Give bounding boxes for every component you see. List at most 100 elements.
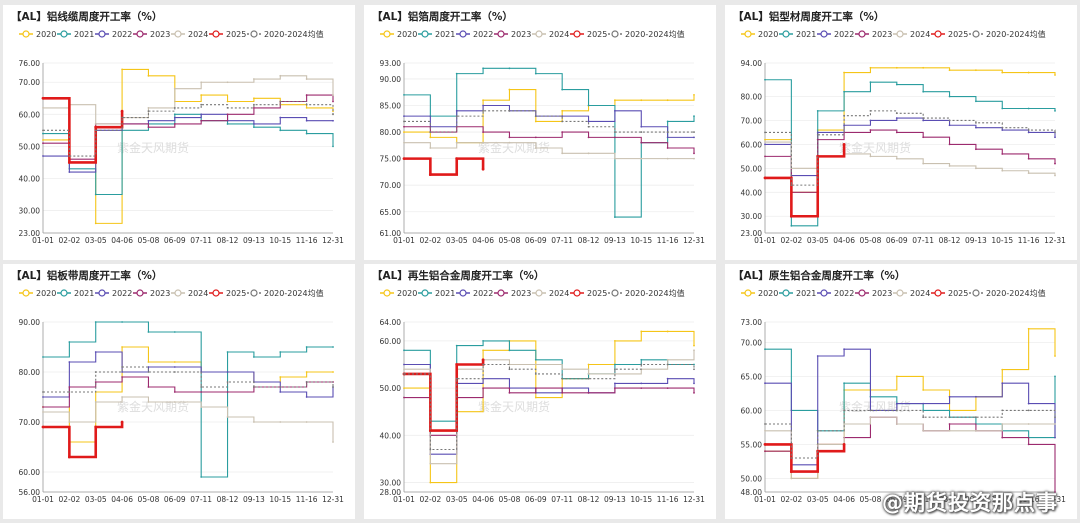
data-point <box>640 99 643 102</box>
data-point <box>587 104 590 107</box>
legend-label: 2020 <box>758 30 778 39</box>
x-tick-label: 08-12 <box>939 236 961 245</box>
data-point <box>789 214 793 218</box>
x-tick-label: 04-06 <box>472 236 494 245</box>
legend-item[interactable]: 2022 <box>456 289 493 298</box>
legend-item[interactable]: 2021 <box>57 30 94 39</box>
data-point <box>640 125 643 128</box>
legend-label: 2021 <box>796 289 816 298</box>
faint-watermark: 紫金天风期货 <box>478 140 550 155</box>
data-point <box>1001 423 1004 425</box>
legend-item[interactable]: 2020 <box>741 30 778 39</box>
data-point <box>1001 409 1004 412</box>
legend-item[interactable]: 2022 <box>95 289 132 298</box>
legend-marker <box>820 289 828 297</box>
data-point <box>922 389 925 391</box>
y-tick-label: 40.00 <box>380 431 402 440</box>
data-point <box>587 152 590 155</box>
legend-marker <box>250 289 258 297</box>
chart-title: 【AL】再生铝合金周度开工率（%） <box>372 269 544 282</box>
legend-marker <box>22 30 30 38</box>
legend-item[interactable]: 2020-2024均值 <box>608 288 685 298</box>
data-point <box>403 131 405 133</box>
legend-item[interactable]: 2020 <box>380 289 417 298</box>
legend-marker <box>174 30 182 38</box>
legend-item[interactable]: 2023 <box>133 289 170 298</box>
legend-item[interactable]: 2024 <box>171 30 208 39</box>
legend-item[interactable]: 2020-2024均值 <box>247 288 324 298</box>
data-point <box>403 141 405 144</box>
legend-item[interactable]: 2023 <box>855 30 892 39</box>
data-point <box>332 441 334 443</box>
data-point <box>948 69 951 72</box>
chart-panel-2: 【AL】铝箔周度开工率（%） 2020 2021 2022 2023 2024 2025 20… <box>364 5 716 260</box>
legend-item[interactable]: 2025 <box>931 30 968 39</box>
legend-item[interactable]: 2025 <box>570 30 607 39</box>
data-point <box>68 421 71 423</box>
data-point <box>279 74 282 77</box>
legend-label: 2021 <box>796 30 816 39</box>
data-point <box>869 66 872 69</box>
legend-item[interactable]: 2021 <box>779 289 816 298</box>
legend-marker <box>22 289 30 297</box>
watermark-text: @期货投资那点事 <box>882 491 1058 515</box>
legend-item[interactable]: 2020-2024均值 <box>969 29 1046 39</box>
data-point <box>816 154 820 158</box>
legend-item[interactable]: 2024 <box>532 30 569 39</box>
data-point <box>482 131 484 133</box>
x-tick-label: 12-31 <box>683 495 705 504</box>
legend-item[interactable]: 2020-2024均值 <box>969 288 1046 298</box>
legend-item[interactable]: 2024 <box>532 289 569 298</box>
data-point <box>200 391 203 393</box>
legend-item[interactable]: 2025 <box>931 289 968 298</box>
data-point <box>305 132 308 135</box>
legend-item[interactable]: 2023 <box>133 30 170 39</box>
legend-label: 2023 <box>511 30 531 39</box>
legend-item[interactable]: 2025 <box>570 289 607 298</box>
data-point <box>94 193 97 196</box>
legend-item[interactable]: 2020-2024均值 <box>608 29 685 39</box>
legend-item[interactable]: 2024 <box>893 30 930 39</box>
y-tick-label: 28.00 <box>380 488 402 497</box>
legend-item[interactable]: 2021 <box>779 30 816 39</box>
legend-label: 2022 <box>112 289 132 298</box>
legend-item[interactable]: 2020 <box>19 30 56 39</box>
legend-item[interactable]: 2023 <box>494 30 531 39</box>
legend-item[interactable]: 2020-2024均值 <box>247 29 324 39</box>
data-point <box>764 348 766 351</box>
legend-item[interactable]: 2025 <box>209 30 246 39</box>
data-point <box>640 330 643 333</box>
data-point <box>666 363 669 366</box>
legend-item[interactable]: 2024 <box>171 289 208 298</box>
data-point <box>1054 355 1056 357</box>
legend-item[interactable]: 2020 <box>741 289 778 298</box>
data-point <box>508 368 511 371</box>
data-point <box>1001 107 1004 110</box>
legend-item[interactable]: 2021 <box>418 289 455 298</box>
legend-item[interactable]: 2025 <box>209 289 246 298</box>
x-tick-label: 08-12 <box>939 495 961 504</box>
legend-item[interactable]: 2021 <box>57 289 94 298</box>
x-tick-label: 07-11 <box>912 236 934 245</box>
legend-item[interactable]: 2023 <box>855 289 892 298</box>
data-point <box>455 109 458 112</box>
legend-item[interactable]: 2022 <box>817 289 854 298</box>
faint-watermark: 紫金天风期货 <box>478 399 550 414</box>
data-point <box>764 429 766 432</box>
legend-item[interactable]: 2024 <box>893 289 930 298</box>
legend-marker <box>497 289 505 297</box>
data-point <box>842 143 846 146</box>
legend-item[interactable]: 2022 <box>817 30 854 39</box>
x-tick-label: 01-01 <box>754 236 776 245</box>
data-point <box>895 131 898 134</box>
legend-item[interactable]: 2023 <box>494 289 531 298</box>
data-point <box>640 141 643 144</box>
legend-item[interactable]: 2020 <box>380 30 417 39</box>
legend-item[interactable]: 2022 <box>456 30 493 39</box>
legend-item[interactable]: 2021 <box>418 30 455 39</box>
data-point <box>403 396 405 399</box>
legend-item[interactable]: 2022 <box>95 30 132 39</box>
data-point <box>42 391 44 393</box>
data-point <box>42 411 44 413</box>
legend-item[interactable]: 2020 <box>19 289 56 298</box>
